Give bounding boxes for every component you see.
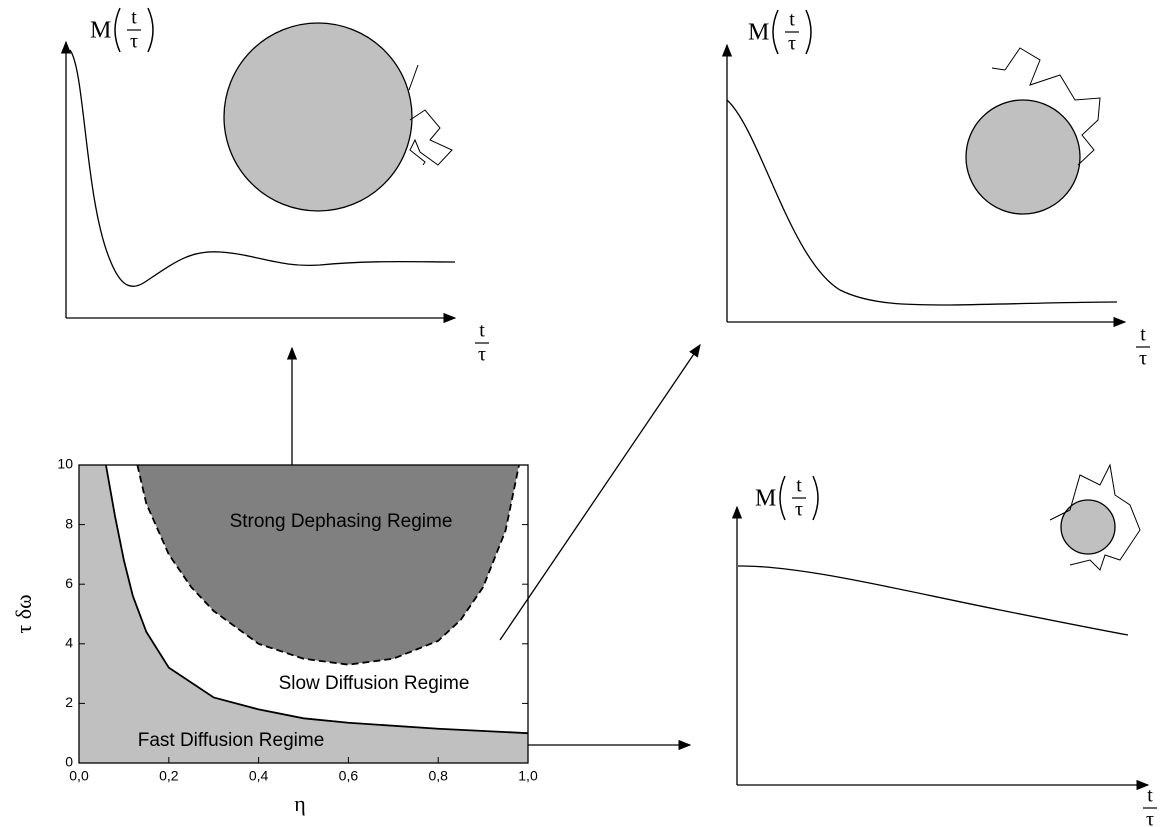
region-label: Slow Diffusion Regime [279, 673, 470, 694]
region-label: Strong Dephasing Regime [230, 511, 453, 532]
x-tick-label: 0,0 [69, 768, 89, 784]
decay-curve [737, 565, 1129, 636]
decay-curve [69, 49, 456, 287]
paren [779, 475, 786, 521]
random-walk [408, 64, 453, 166]
paren [812, 475, 819, 521]
y-tick-label: 6 [65, 575, 73, 591]
denominator: τ [130, 31, 138, 53]
boundary [136, 464, 520, 666]
x-axis-label: η [294, 791, 306, 816]
boundary [105, 464, 529, 735]
denominator: τ [478, 344, 486, 366]
y-tick-label: 0 [65, 754, 73, 770]
numerator: t [1140, 324, 1146, 346]
numerator: t [1147, 785, 1153, 807]
particle [223, 22, 413, 212]
random-walk [1049, 463, 1141, 571]
denominator: τ [788, 33, 796, 55]
y-axis-label: τ δω [11, 594, 36, 633]
numerator: t [796, 475, 802, 497]
paren [147, 7, 154, 53]
region-label: Fast Diffusion Regime [138, 730, 325, 751]
y-label-func: M [755, 486, 776, 512]
numerator: t [131, 7, 137, 29]
particle [1060, 499, 1116, 555]
x-tick-label: 0,4 [249, 768, 269, 784]
numerator: t [479, 320, 485, 342]
plot-frame [78, 464, 529, 764]
y-tick-label: 8 [65, 515, 73, 531]
x-tick-label: 1,0 [518, 768, 538, 784]
random-walk [991, 47, 1101, 166]
x-tick-label: 0,6 [339, 768, 359, 784]
paren [805, 9, 812, 55]
numerator: t [789, 9, 795, 31]
paren [114, 7, 121, 53]
x-tick-label: 0,8 [428, 768, 448, 784]
denominator: τ [1139, 348, 1147, 370]
arrow [499, 343, 701, 641]
y-tick-label: 4 [65, 635, 73, 651]
paren [772, 9, 779, 55]
schematics [60, 22, 1150, 791]
decay-curve [726, 99, 1118, 306]
denominator: τ [795, 499, 803, 521]
region [137, 465, 520, 665]
y-label-func: M [748, 20, 769, 46]
y-tick-label: 2 [65, 694, 73, 710]
y-tick-label: 10 [57, 456, 73, 472]
region [79, 465, 528, 763]
x-tick-label: 0,2 [159, 768, 179, 784]
regime-chart: 0,0 0,2 0,4 0,6 0,8 1,0 0 2 4 6 8 10 η τ δω Strong Dep… [11, 456, 538, 816]
denominator: τ [1146, 809, 1154, 827]
particle [965, 99, 1081, 215]
y-label-func: M [90, 18, 111, 44]
